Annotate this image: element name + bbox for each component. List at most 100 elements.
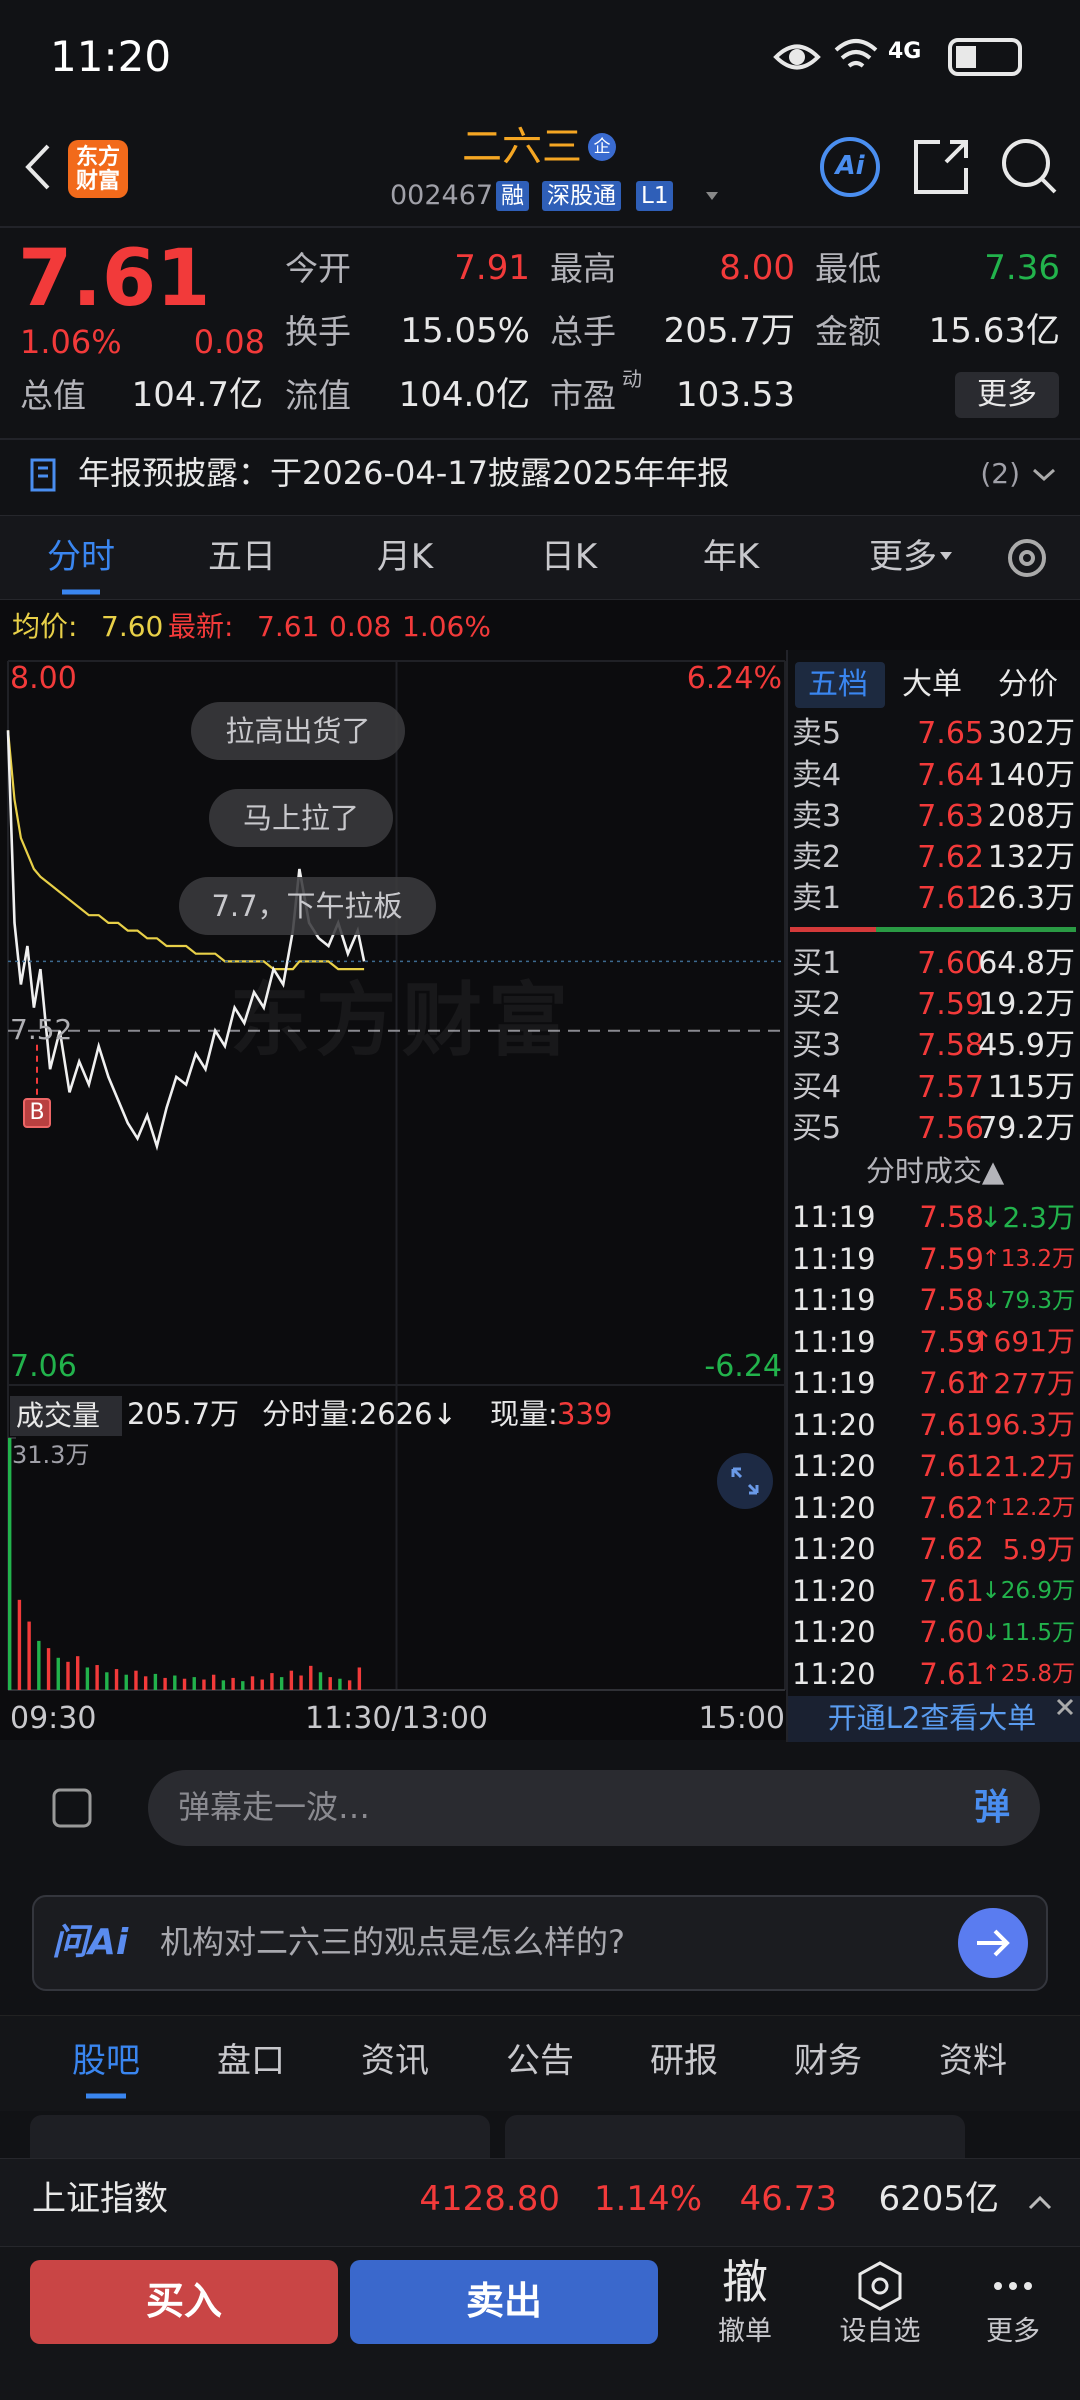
book-label: 买2 <box>792 986 842 1022</box>
ai-icon[interactable] <box>820 137 880 197</box>
trade-time: 11:20 <box>792 1532 876 1567</box>
action-label[interactable]: 更多 <box>986 2316 1040 2348</box>
change-pct: 1.06% <box>20 323 122 362</box>
book-price: 7.56 <box>917 1110 984 1146</box>
ai-label[interactable]: Ai <box>835 150 865 181</box>
logo <box>68 140 128 198</box>
search-icon[interactable] <box>1002 139 1050 187</box>
volume-bar <box>347 1680 352 1690</box>
danmu-icon[interactable] <box>52 1788 92 1828</box>
sell-button[interactable] <box>350 2260 658 2344</box>
field-label: 市盈 <box>550 375 616 415</box>
book-volume: 208万 <box>987 798 1075 834</box>
section-tab[interactable]: 研报 <box>650 2041 718 2082</box>
l2-bar[interactable] <box>788 1696 1080 1742</box>
field-label: 最低 <box>815 248 881 288</box>
field-label: 总手 <box>550 311 616 351</box>
section-tab[interactable]: 资讯 <box>361 2041 429 2082</box>
volume-bar <box>270 1673 274 1690</box>
volume-bar <box>75 1656 80 1690</box>
notice-text[interactable]: 年报预披露：于2026-04-17披露2025年年报 <box>78 454 730 493</box>
chart-tab[interactable]: 五日 <box>208 537 276 578</box>
field-value: 7.36 <box>984 248 1060 289</box>
field-value: 104.7亿 <box>131 375 263 416</box>
volume-bar <box>37 1640 41 1690</box>
action-icon[interactable]: 撤 <box>722 2255 768 2310</box>
back-arrow[interactable] <box>25 144 50 190</box>
danmu-button[interactable]: 弹 <box>973 1787 1011 1829</box>
section-tab[interactable]: 资料 <box>939 2041 1007 2082</box>
y-tick-label: 8.00 <box>10 660 77 696</box>
volume-bar <box>250 1676 255 1690</box>
book-label: 买4 <box>792 1069 842 1105</box>
order-tab[interactable]: 大单 <box>902 666 962 702</box>
volume-bar <box>17 1599 22 1690</box>
legend-item: 7.61 <box>257 609 320 643</box>
section-tab[interactable]: 股吧 <box>72 2041 140 2082</box>
danmu-bubble: 马上拉了 <box>209 789 393 847</box>
volume-label: 成交量 <box>10 1396 122 1436</box>
chart-tab[interactable]: 年K <box>702 537 760 578</box>
trade-time: 11:19 <box>792 1200 876 1235</box>
volume-bar <box>163 1677 167 1690</box>
field-label: 金额 <box>815 311 881 351</box>
field-label: 流值 <box>285 375 351 415</box>
chart-tab[interactable]: 分时 <box>47 537 115 578</box>
chevron[interactable] <box>1032 468 1056 482</box>
index-bar[interactable] <box>0 2158 1080 2246</box>
more-dot <box>1009 2282 1017 2290</box>
section-tab[interactable]: 盘口 <box>217 2041 285 2082</box>
ask-ai-box[interactable] <box>32 1895 1048 1991</box>
field-value: 8.00 <box>719 248 795 289</box>
tag: L1 <box>636 181 674 211</box>
chart-tab[interactable]: 日K <box>540 537 598 578</box>
trade-price: 7.62 <box>919 1490 984 1525</box>
more-button-bg[interactable] <box>955 372 1059 418</box>
legend-item: 均价: <box>12 609 78 643</box>
legend-item: 最新: <box>168 609 234 643</box>
volume-total: 205.7万 <box>127 1397 240 1432</box>
index-chevron[interactable] <box>1028 2195 1052 2210</box>
l2-link[interactable]: 开通L2查看大单 <box>827 1701 1037 1736</box>
battery-icon <box>948 38 1022 76</box>
book-price: 7.61 <box>917 880 984 916</box>
expand-icon[interactable] <box>717 1453 773 1509</box>
order-tab[interactable]: 五档 <box>808 666 868 702</box>
chart-tab[interactable]: 更多 <box>869 537 937 578</box>
trades-title: 分时成交▲ <box>865 1154 1005 1189</box>
chart-tab[interactable]: 月K <box>376 537 434 578</box>
volume-bar <box>202 1679 206 1690</box>
field-label: 总值 <box>20 375 86 415</box>
book-price: 7.63 <box>917 798 984 834</box>
field-value: 205.7万 <box>663 311 795 352</box>
close-icon[interactable] <box>1056 1698 1074 1716</box>
buy-label[interactable]: 买入 <box>145 2278 223 2323</box>
buy-button[interactable] <box>30 2260 338 2344</box>
legend-item: 0.08 <box>329 609 392 643</box>
battery-level <box>956 46 976 68</box>
action-label[interactable]: 撤单 <box>718 2316 772 2348</box>
share-icon[interactable] <box>914 140 968 194</box>
order-tab[interactable]: 分价 <box>998 666 1058 702</box>
reference-label: 7.52 <box>10 1013 73 1047</box>
favorite-icon[interactable] <box>858 2261 902 2311</box>
more-button[interactable]: 更多 <box>977 376 1037 412</box>
search-handle <box>1040 177 1057 194</box>
section-tab[interactable]: 财务 <box>794 2041 862 2082</box>
badge: 企 <box>588 133 616 161</box>
volume-bar <box>105 1672 109 1690</box>
x-tick-label: 09:30 <box>10 1700 97 1736</box>
tab-underline <box>62 589 126 2099</box>
trade-volume: 21.2万 <box>984 1449 1075 1483</box>
danmu-input[interactable] <box>148 1770 1040 1846</box>
sell-label[interactable]: 卖出 <box>465 2278 543 2323</box>
section-tab[interactable]: 公告 <box>506 2041 574 2082</box>
volume-bar <box>221 1680 226 1690</box>
tabs-bg <box>0 515 1080 600</box>
action-label[interactable]: 设自选 <box>839 2316 921 2348</box>
book-label: 卖4 <box>792 757 842 793</box>
book-label: 买1 <box>792 945 842 981</box>
trade-volume: ↓79.3万 <box>981 1287 1075 1314</box>
settings-icon[interactable] <box>1008 539 1046 577</box>
